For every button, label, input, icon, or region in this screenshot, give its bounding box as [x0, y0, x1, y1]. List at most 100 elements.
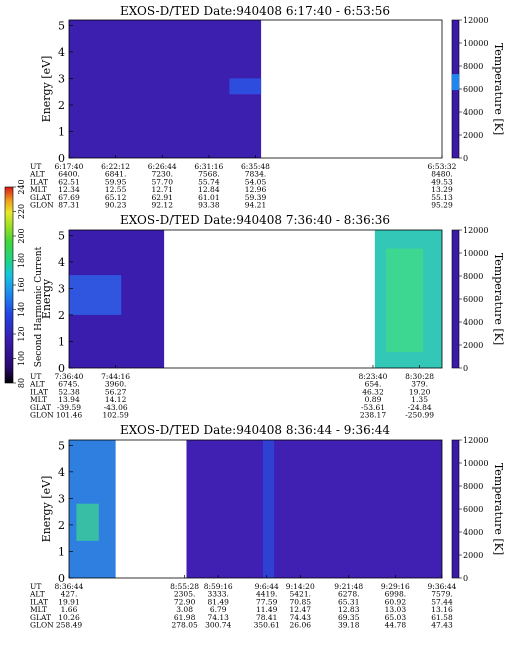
temperature-tick-label: 4000 — [463, 318, 483, 327]
y-tick-label: 5 — [58, 439, 65, 452]
y-tick-label: 3 — [58, 282, 65, 295]
table-cell: 2305. — [174, 590, 195, 599]
table-row-label: GLON — [30, 201, 54, 210]
table-cell: 47.43 — [431, 621, 453, 630]
table-cell: 9:29:16 — [381, 582, 410, 591]
temperature-tick-label: 8000 — [463, 62, 483, 71]
table-cell: 26.06 — [290, 621, 312, 630]
y-tick-label: 0 — [58, 362, 65, 375]
table-cell: 69.35 — [338, 613, 360, 622]
y-tick-label: 5 — [58, 19, 65, 32]
table-cell: 3.08 — [176, 605, 193, 614]
colorscale-tick-label: 100 — [17, 351, 26, 366]
table-cell: 94.21 — [245, 201, 266, 210]
temperature-tick-label: 0 — [463, 364, 468, 373]
table-cell: 72.90 — [174, 597, 196, 606]
colorscale-bar — [4, 186, 14, 384]
table-cell: 49.53 — [431, 177, 453, 186]
y-tick-label: 2 — [58, 99, 65, 112]
table-cell: 55.74 — [198, 177, 220, 186]
table-cell: -53.61 — [361, 403, 385, 412]
table-cell: 81.49 — [207, 597, 229, 606]
colorscale-label: Second Harmonic Current — [34, 246, 44, 367]
table-cell: 14.12 — [105, 395, 127, 404]
table-cell: 654. — [365, 380, 382, 389]
table-cell: 9:21:48 — [334, 582, 363, 591]
temperature-tick-label: 4000 — [463, 528, 483, 537]
table-cell: 70.85 — [290, 597, 312, 606]
table-cell: 6:31:16 — [194, 162, 223, 171]
table-cell: 19.91 — [58, 597, 79, 606]
table-cell: 54.05 — [245, 177, 267, 186]
table-cell: 6:17:40 — [55, 162, 84, 171]
temperature-tick-label: 6000 — [463, 505, 483, 514]
table-cell: 55.13 — [431, 193, 453, 202]
table-cell: 6:53:32 — [428, 162, 457, 171]
table-row-label: GLAT — [30, 613, 51, 622]
temperature-tick-label: 0 — [463, 574, 468, 583]
table-cell: 0.89 — [365, 395, 382, 404]
table-cell: -250.99 — [405, 411, 434, 420]
table-cell: 57.44 — [431, 597, 453, 606]
y-axis-label: Energy [eV] — [40, 476, 53, 543]
table-cell: 258.49 — [56, 621, 82, 630]
table-cell: 6.79 — [210, 605, 227, 614]
data-feature — [229, 78, 262, 95]
table-cell: 101.46 — [56, 411, 82, 420]
table-cell: 102.59 — [103, 411, 129, 420]
table-row-label: GLAT — [30, 193, 51, 202]
table-cell: -39.59 — [57, 403, 81, 412]
colorscale-tick-label: 80 — [17, 378, 26, 388]
table-cell: 57.70 — [152, 177, 174, 186]
temperature-tick-label: 12000 — [463, 436, 488, 445]
data-feature — [262, 440, 275, 578]
table-cell: 59.95 — [105, 177, 127, 186]
table-row-label: ILAT — [30, 387, 48, 396]
table-cell: 8:36:44 — [55, 582, 84, 591]
temperature-tick-label: 0 — [463, 154, 468, 163]
temperature-tick-label: 10000 — [463, 249, 488, 258]
table-cell: 19.20 — [409, 387, 431, 396]
table-cell: 12.84 — [198, 185, 220, 194]
temperature-tick-label: 2000 — [463, 131, 483, 140]
y-tick-label: 2 — [58, 519, 65, 532]
table-cell: 427. — [61, 590, 78, 599]
table-cell: 62.51 — [58, 177, 79, 186]
data-feature — [76, 503, 99, 541]
table-cell: 87.31 — [58, 201, 79, 210]
table-cell: 6278. — [338, 590, 359, 599]
table-cell: 62.91 — [152, 193, 173, 202]
table-cell: 7834. — [245, 170, 266, 179]
panel-title: EXOS-D/TED Date:940408 7:36:40 - 8:36:36 — [120, 213, 390, 227]
temperature-tick-label: 8000 — [463, 272, 483, 281]
table-cell: 59.39 — [245, 193, 267, 202]
table-cell: 1.35 — [411, 395, 428, 404]
y-tick-label: 4 — [58, 466, 65, 479]
table-cell: 92.12 — [152, 201, 174, 210]
table-cell: 8:55:28 — [170, 582, 199, 591]
temperature-tick-label: 6000 — [463, 295, 483, 304]
y-tick-label: 4 — [58, 46, 65, 59]
table-row-label: MLT — [30, 395, 47, 404]
table-cell: 1.66 — [61, 605, 78, 614]
table-cell: 13.16 — [431, 605, 453, 614]
table-cell: 78.41 — [256, 613, 277, 622]
table-cell: 5421. — [290, 590, 311, 599]
table-cell: 6745. — [58, 380, 79, 389]
table-cell: 95.29 — [431, 201, 453, 210]
panel-title: EXOS-D/TED Date:940408 8:36:44 - 9:36:44 — [120, 423, 390, 437]
table-cell: 52.38 — [58, 387, 80, 396]
table-cell: 93.38 — [198, 201, 220, 210]
table-row-label: UT — [30, 372, 41, 381]
table-cell: 7568. — [198, 170, 219, 179]
temperature-tick-label: 10000 — [463, 459, 488, 468]
table-row-label: GLON — [30, 621, 54, 630]
temperature-tick-label: 6000 — [463, 85, 483, 94]
table-row-label: GLAT — [30, 403, 51, 412]
temperature-axis-label: Temperature [K] — [492, 43, 505, 135]
temperature-tick-label: 10000 — [463, 39, 488, 48]
colorscale-tick-label: 160 — [17, 277, 26, 292]
colorscale-tick-label: 140 — [17, 302, 26, 317]
table-cell: 13.03 — [385, 605, 407, 614]
